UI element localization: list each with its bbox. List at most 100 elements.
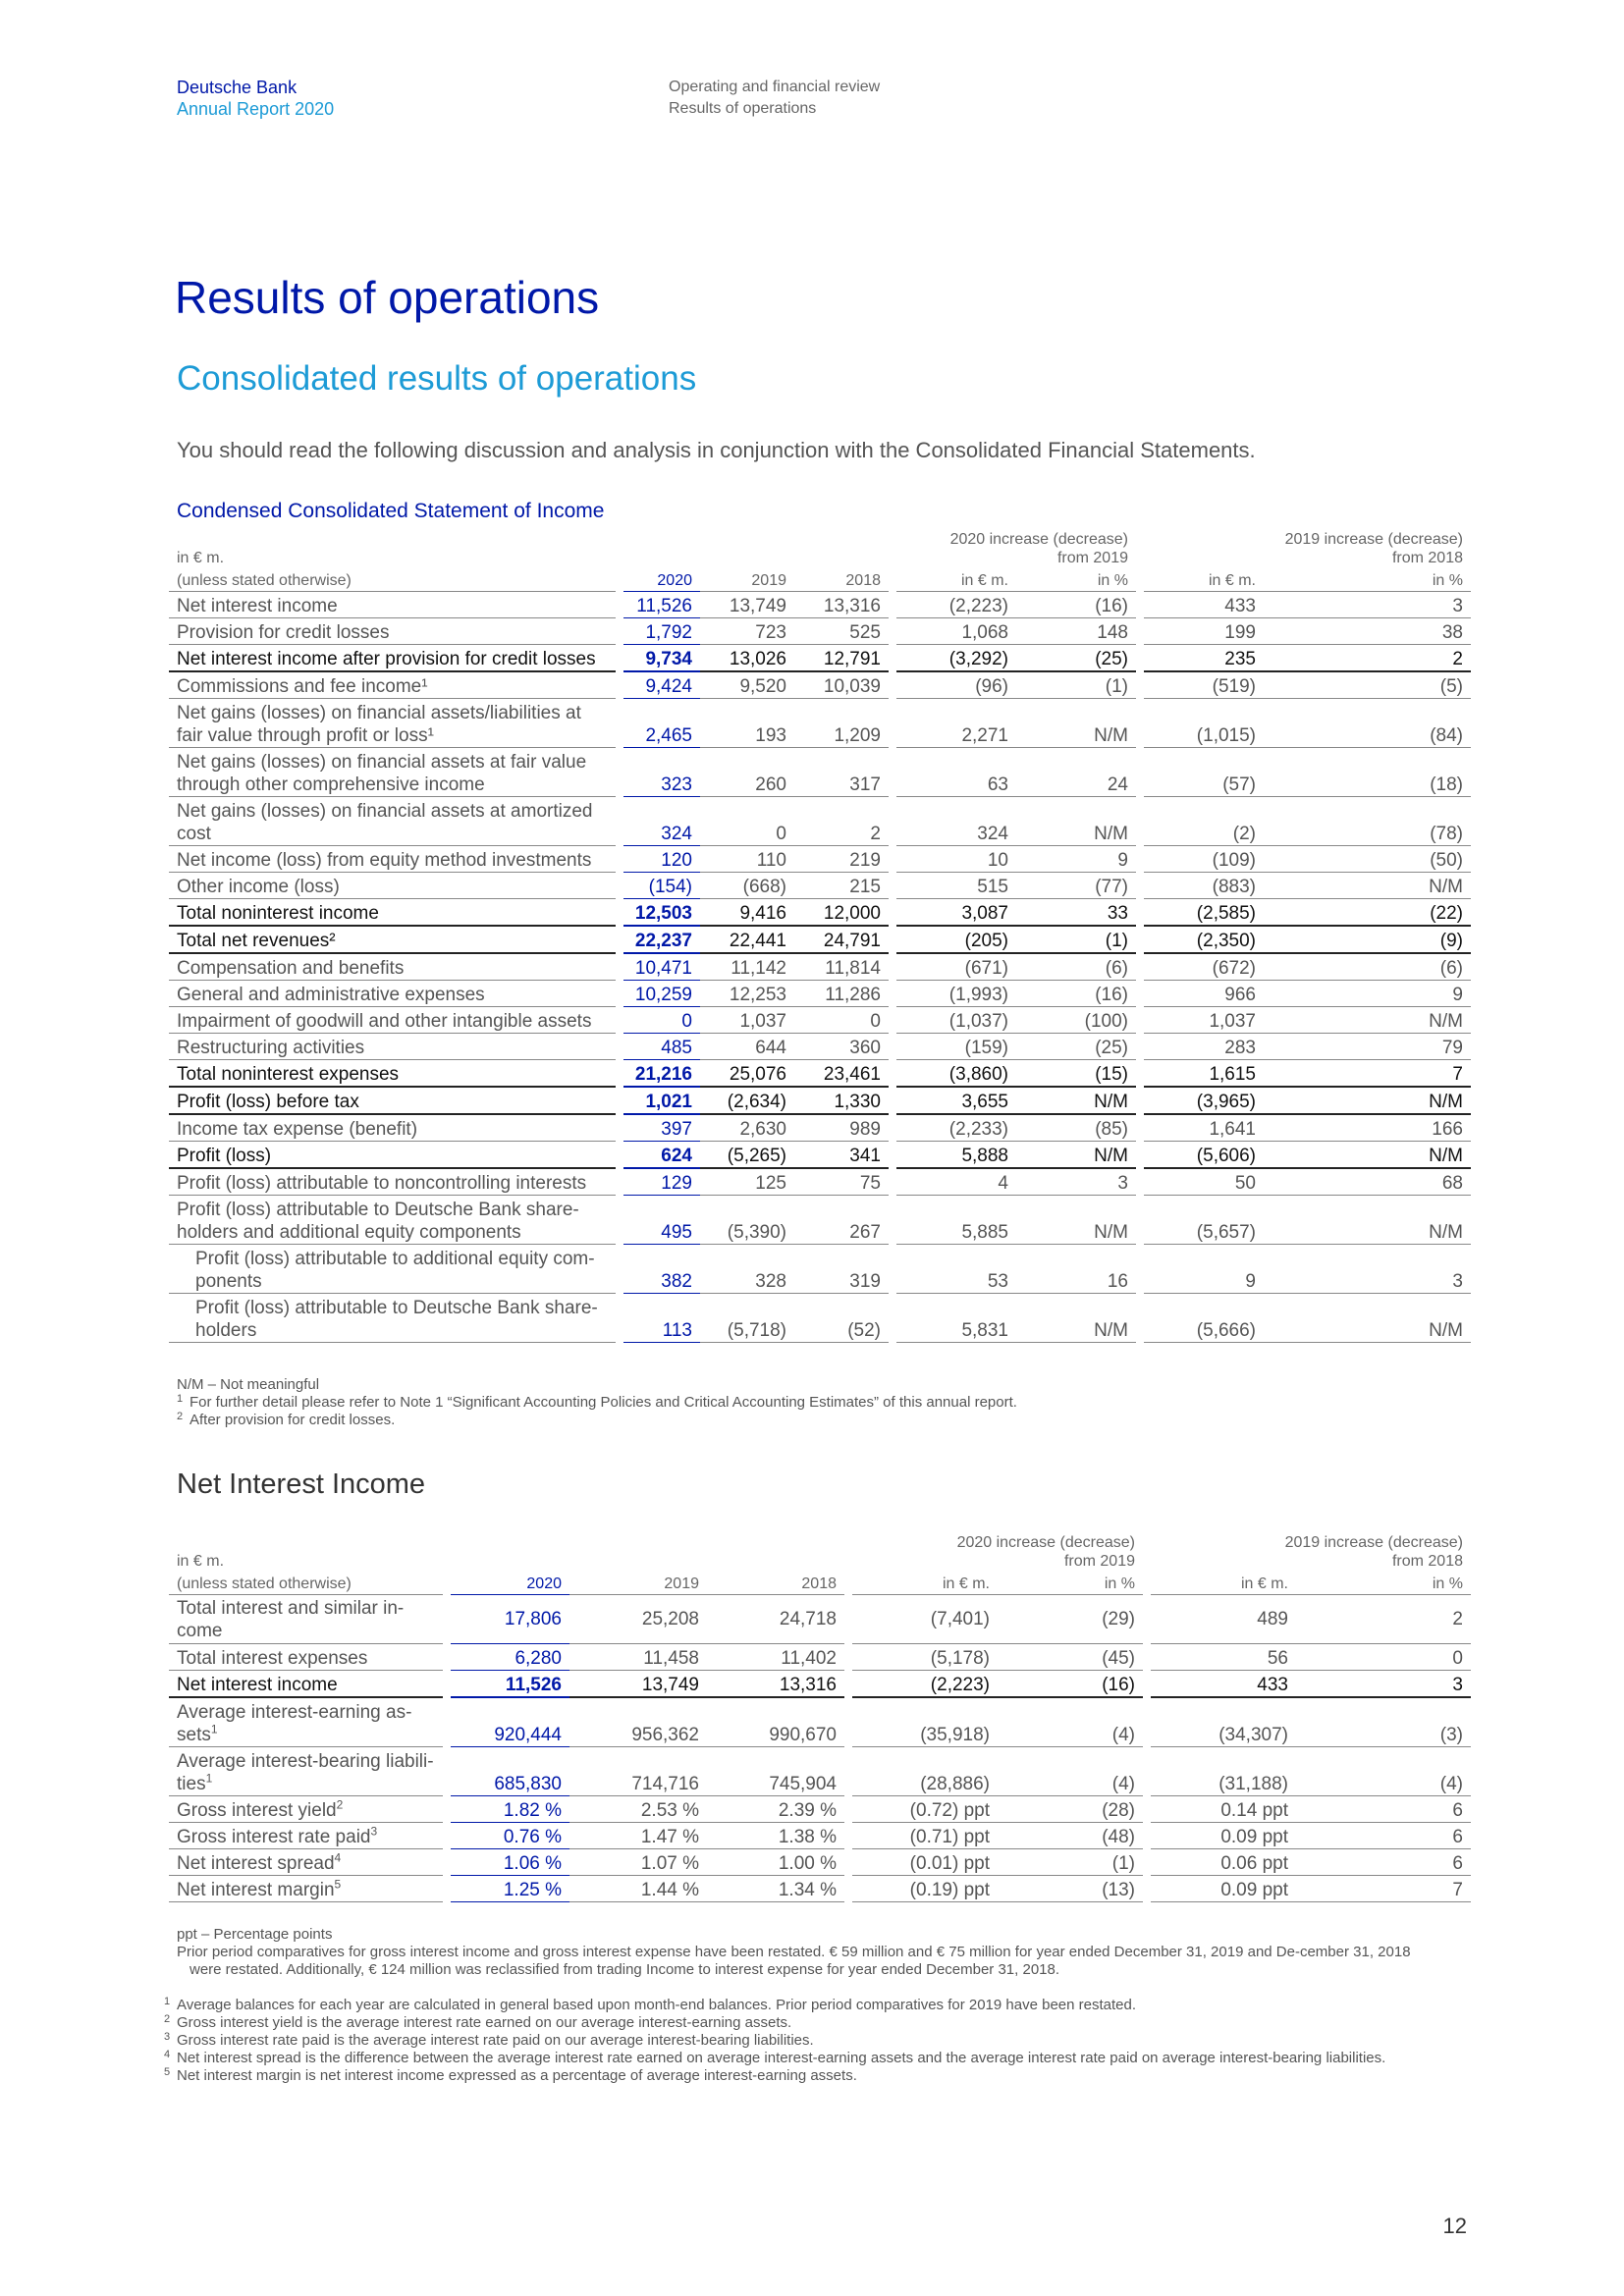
cell-value: 2,465 xyxy=(623,699,700,748)
cell-value: 324 xyxy=(623,797,700,846)
cell-value: (154) xyxy=(623,873,700,899)
cell-value: 433 xyxy=(1144,592,1264,618)
cell-value: 11,458 xyxy=(569,1644,707,1671)
table-row: Compensation and benefits 10,471 11,142 11,… xyxy=(169,954,1471,981)
cell-value: 1,068 xyxy=(896,618,1016,645)
cell-value: 1.07 % xyxy=(569,1849,707,1876)
group-header-2019: 2019 increase (decrease) from 2018 xyxy=(1284,531,1463,566)
table-row: Net interest income 11,526 13,749 13,316 (2,… xyxy=(169,1671,1471,1698)
unit-label: in € m. xyxy=(177,550,225,566)
cell-value: (1,993) xyxy=(896,981,1016,1007)
cell-value: (5,666) xyxy=(1144,1294,1264,1343)
cell-value: 1.44 % xyxy=(569,1876,707,1902)
cell-value: 2,271 xyxy=(896,699,1016,748)
cell-value: 2.53 % xyxy=(569,1796,707,1823)
cell-value: N/M xyxy=(1264,1088,1471,1115)
row-label: Restructuring activities xyxy=(169,1034,616,1060)
cell-value: 5,888 xyxy=(896,1142,1016,1169)
cell-value: 9,416 xyxy=(700,899,794,927)
cell-value: (5,718) xyxy=(700,1294,794,1343)
cell-value: (78) xyxy=(1264,797,1471,846)
table-row: Commissions and fee income¹ 9,424 9,520 10,… xyxy=(169,672,1471,699)
cell-value: 341 xyxy=(794,1142,889,1169)
cell-value: 644 xyxy=(700,1034,794,1060)
page-title: Results of operations xyxy=(175,272,600,323)
row-label: Net gains (losses) on financial assets/l… xyxy=(169,699,616,748)
cell-value: 489 xyxy=(1151,1595,1296,1644)
cell-value: 1,037 xyxy=(1144,1007,1264,1034)
cell-value: 0.14 ppt xyxy=(1151,1796,1296,1823)
cell-value: 10,471 xyxy=(623,954,700,981)
cell-value: (2,223) xyxy=(896,592,1016,618)
cell-value: 17,806 xyxy=(451,1595,569,1644)
cell-value: 23,461 xyxy=(794,1060,889,1088)
cell-value: (16) xyxy=(998,1671,1143,1698)
cell-value: 0.06 ppt xyxy=(1151,1849,1296,1876)
cell-value: 63 xyxy=(896,748,1016,797)
footnote-4: 4 Net interest spread is the difference b… xyxy=(164,2049,1386,2066)
row-label: Net gains (losses) on financial assets a… xyxy=(169,797,616,846)
cell-value: (3) xyxy=(1296,1698,1471,1747)
cell-value: (1,037) xyxy=(896,1007,1016,1034)
cell-value: (6) xyxy=(1016,954,1136,981)
cell-value: 110 xyxy=(700,846,794,873)
row-label: Average interest-earning as-sets1 xyxy=(169,1698,443,1747)
header-section-block: Operating and financial review Results o… xyxy=(669,77,880,120)
cell-value: 624 xyxy=(623,1142,700,1169)
table-row: Total net revenues² 22,237 22,441 24,791 (20… xyxy=(169,927,1471,954)
row-label: Net interest income after provision for … xyxy=(169,645,616,672)
cell-value: 16 xyxy=(1016,1245,1136,1294)
cell-value: 328 xyxy=(700,1245,794,1294)
cell-value: 1.34 % xyxy=(707,1876,844,1902)
footnote-2: 2 Gross interest yield is the average int… xyxy=(164,2013,792,2031)
cell-value: (2,350) xyxy=(1144,927,1264,954)
cell-value: 0.76 % xyxy=(451,1823,569,1849)
cell-value: 1,792 xyxy=(623,618,700,645)
cell-value: (3,292) xyxy=(896,645,1016,672)
cell-value: 5,831 xyxy=(896,1294,1016,1343)
section-title-net-interest-income: Net Interest Income xyxy=(177,1468,426,1500)
cell-value: N/M xyxy=(1264,873,1471,899)
row-label: Profit (loss) attributable to Deutsche B… xyxy=(169,1294,616,1343)
cell-value: 397 xyxy=(623,1115,700,1142)
cell-value: (25) xyxy=(1016,645,1136,672)
cell-value: 685,830 xyxy=(451,1747,569,1796)
cell-value: (84) xyxy=(1264,699,1471,748)
col-header: in € m. xyxy=(1144,567,1264,592)
col-header: in % xyxy=(1296,1571,1471,1595)
cell-value: 1,615 xyxy=(1144,1060,1264,1088)
cell-value: 956,362 xyxy=(569,1698,707,1747)
table-row: Gross interest rate paid3 0.76 % 1.47 % 1.3… xyxy=(169,1823,1471,1849)
col-header: 2018 xyxy=(707,1571,844,1595)
table-row: Average interest-earning as-sets1 920,444… xyxy=(169,1698,1471,1747)
row-label: Net income (loss) from equity method inv… xyxy=(169,846,616,873)
table-row: Profit (loss) attributable to Deutsche B… xyxy=(169,1196,1471,1245)
cell-value: 13,316 xyxy=(794,592,889,618)
table-row: Net income (loss) from equity method inv… xyxy=(169,846,1471,873)
cell-value: 360 xyxy=(794,1034,889,1060)
note-restatement: Prior period comparatives for gross inte… xyxy=(177,1944,1411,1978)
cell-value: 13,026 xyxy=(700,645,794,672)
cell-value: 966 xyxy=(1144,981,1264,1007)
cell-value: 525 xyxy=(794,618,889,645)
cell-value: 2 xyxy=(794,797,889,846)
cell-value: 1.82 % xyxy=(451,1796,569,1823)
row-label: Profit (loss) before tax xyxy=(169,1088,616,1115)
cell-value: 9 xyxy=(1144,1245,1264,1294)
cell-value: (77) xyxy=(1016,873,1136,899)
cell-value: 3 xyxy=(1296,1671,1471,1698)
nii-table-notes: ppt – Percentage points Prior period com… xyxy=(164,1926,1443,2085)
group-header-2020: 2020 increase (decrease) from 2019 xyxy=(956,1534,1135,1570)
cell-value: (5,265) xyxy=(700,1142,794,1169)
row-label: Compensation and benefits xyxy=(169,954,616,981)
cell-value: 317 xyxy=(794,748,889,797)
cell-value: (29) xyxy=(998,1595,1143,1644)
cell-value: (2) xyxy=(1144,797,1264,846)
cell-value: 1,021 xyxy=(623,1088,700,1115)
cell-value: 9 xyxy=(1016,846,1136,873)
cell-value: 25,076 xyxy=(700,1060,794,1088)
row-label: Profit (loss) attributable to Deutsche B… xyxy=(169,1196,616,1245)
cell-value: 1,330 xyxy=(794,1088,889,1115)
cell-value: 6 xyxy=(1296,1823,1471,1849)
header-report: Annual Report 2020 xyxy=(177,99,335,119)
